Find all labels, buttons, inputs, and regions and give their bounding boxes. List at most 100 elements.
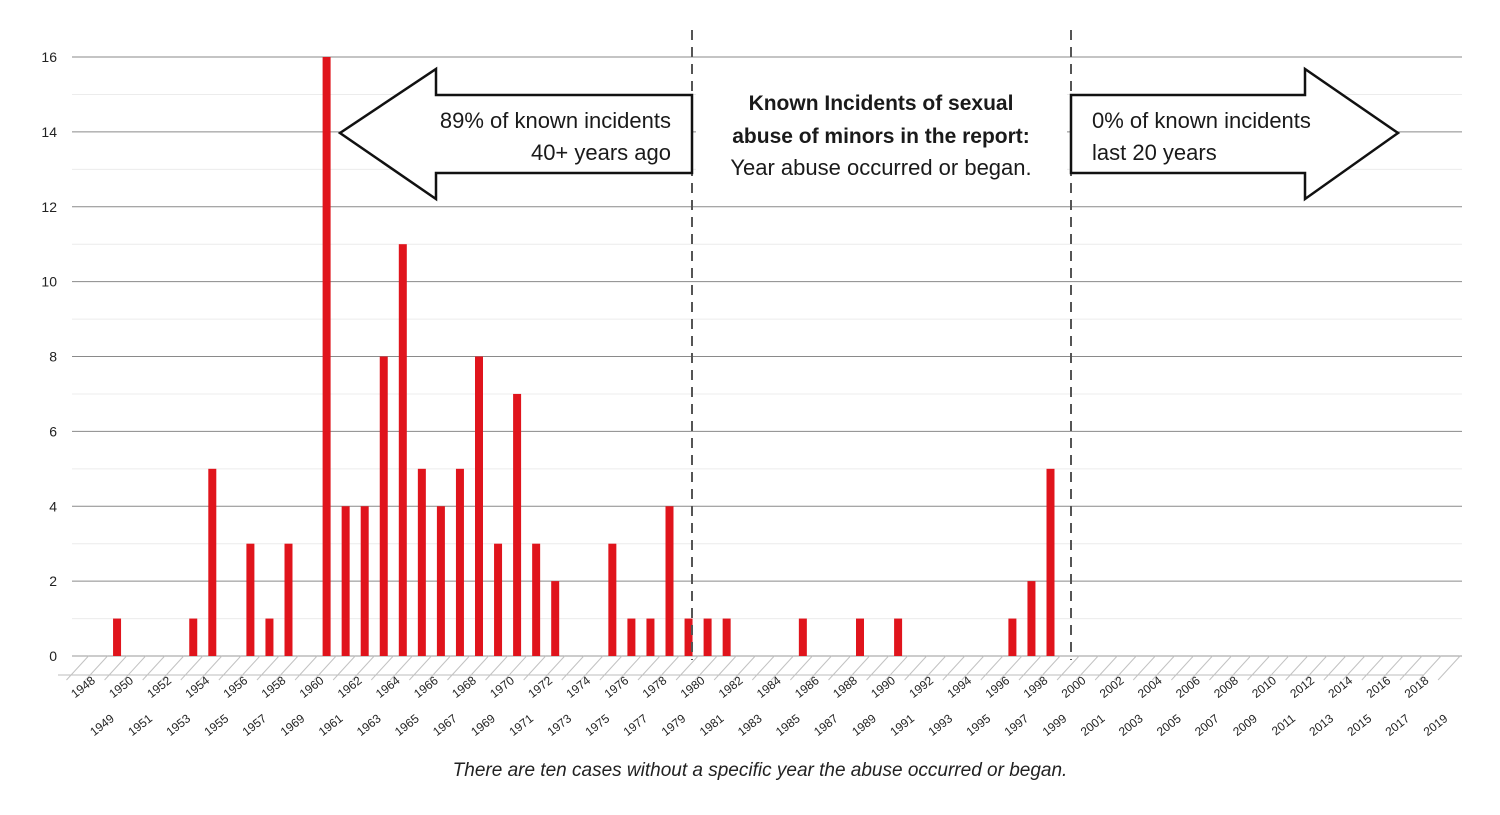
x-tick-label: 1974	[563, 673, 593, 701]
bar-1962	[360, 506, 369, 656]
x-tick-label: 1969	[278, 711, 308, 739]
right-arrow-shape	[1069, 66, 1401, 202]
x-tick-label: 1951	[125, 711, 155, 739]
x-tick-label: 2014	[1325, 673, 1355, 701]
x-tick-label: 1966	[411, 673, 441, 701]
x-tick-label: 1948	[68, 673, 98, 701]
bar-1967	[455, 468, 464, 656]
bar-1956	[246, 543, 255, 656]
floor-divider	[961, 655, 985, 681]
y-tick-label: 0	[49, 648, 57, 664]
x-tick-label: 2010	[1249, 673, 1279, 701]
x-tick-label: 1962	[335, 673, 365, 701]
x-tick-label: 1977	[621, 711, 651, 739]
x-tick-label: 1972	[525, 673, 555, 701]
y-axis-ticks: 0 2 4 6 8 10 12 14 16	[41, 49, 57, 664]
floor-divider	[123, 655, 146, 681]
floor-divider	[751, 655, 775, 681]
floor-divider	[313, 655, 337, 681]
center-label-bg	[696, 82, 1067, 188]
x-tick-label: 2017	[1383, 711, 1413, 739]
bar-1985	[798, 618, 807, 656]
y-tick-label: 8	[49, 349, 57, 365]
bar-1958	[284, 543, 293, 656]
y-tick-label: 12	[41, 199, 57, 215]
floor-divider	[980, 655, 1004, 681]
x-tick-label: 1963	[354, 711, 384, 739]
x-tick-label: 1949	[87, 711, 117, 739]
bar-1981	[722, 618, 731, 656]
floor-divider	[866, 655, 889, 681]
x-tick-label: 1998	[1021, 673, 1051, 701]
floor-divider	[256, 655, 280, 681]
floor-divider	[1323, 655, 1347, 681]
x-tick-label: 1987	[811, 711, 841, 739]
x-tick-label: 1981	[697, 711, 727, 739]
floor-divider	[847, 655, 870, 681]
floor-divider	[770, 655, 794, 681]
floor-divider	[1380, 655, 1404, 681]
floor-divider	[542, 655, 566, 681]
x-tick-label: 1980	[678, 673, 708, 701]
floor-divider	[142, 655, 166, 681]
bar-1961	[341, 506, 350, 656]
x-tick-label: 1989	[849, 711, 879, 739]
bar-1957	[265, 618, 274, 656]
floor-divider	[1209, 655, 1232, 681]
x-tick-label: 1961	[316, 711, 346, 739]
bar-1996	[1008, 618, 1017, 656]
floor-divider	[790, 655, 813, 681]
floor-divider	[409, 655, 432, 681]
x-tick-label: 2009	[1230, 711, 1260, 739]
floor-divider	[637, 655, 661, 681]
floor-divider	[694, 655, 718, 681]
floor-divider	[218, 655, 242, 681]
floor-divider	[332, 655, 356, 681]
floor-divider	[428, 655, 451, 681]
x-tick-label: 1997	[1002, 711, 1032, 739]
bar-1963	[379, 356, 388, 656]
x-tick-label: 1995	[964, 711, 994, 739]
floor-divider	[1037, 655, 1061, 681]
x-tick-label: 2005	[1154, 711, 1184, 739]
floor-divider	[713, 655, 737, 681]
floor-divider	[809, 655, 832, 681]
x-tick-label: 1992	[906, 673, 936, 701]
bar-1980	[703, 618, 712, 656]
x-tick-label: 1953	[163, 711, 193, 739]
x-tick-label: 1993	[925, 711, 955, 739]
x-tick-label: 1952	[144, 673, 174, 701]
floor-divider	[1190, 655, 1213, 681]
bar-1954	[208, 468, 217, 656]
x-tick-label: 2018	[1402, 673, 1432, 701]
floor-divider	[1075, 655, 1099, 681]
floor-divider	[561, 655, 585, 681]
floor-divider	[1228, 655, 1251, 681]
center-title-line-2: abuse of minors in the report:	[732, 125, 1030, 148]
x-tick-label: 1958	[259, 673, 289, 701]
floor-divider	[1151, 655, 1175, 681]
x-tick-label: 1984	[754, 673, 784, 701]
x-tick-label: 2015	[1345, 711, 1375, 739]
bar-1966	[436, 506, 445, 656]
x-tick-label: 2012	[1287, 673, 1317, 701]
x-tick-label: 2003	[1116, 711, 1146, 739]
x-tick-label: 2016	[1364, 673, 1394, 701]
left-arrow-line-2: 40+ years ago	[531, 140, 671, 165]
x-tick-label: 1999	[1040, 711, 1070, 739]
center-title-line-1: Known Incidents of sexual	[749, 92, 1014, 115]
x-tick-label: 1954	[182, 673, 212, 701]
floor-divider	[1304, 655, 1328, 681]
bar-1949	[113, 618, 122, 656]
bar-1978	[665, 506, 674, 656]
bar-1965	[417, 468, 426, 656]
x-tick-label: 2008	[1211, 673, 1241, 701]
y-tick-label: 10	[41, 274, 57, 290]
floor-divider	[523, 655, 547, 681]
left-arrow-shape	[337, 66, 694, 202]
x-tick-label: 1990	[868, 673, 898, 701]
floor-divider	[466, 655, 489, 681]
x-tick-label: 1964	[373, 673, 403, 701]
bar-1977	[646, 618, 655, 656]
